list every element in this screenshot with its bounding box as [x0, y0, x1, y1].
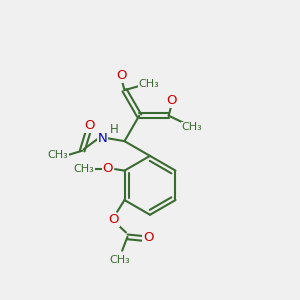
Text: O: O	[143, 231, 153, 244]
Text: H: H	[110, 123, 118, 136]
Text: CH₃: CH₃	[110, 255, 130, 266]
Text: O: O	[167, 94, 177, 107]
Text: CH₃: CH₃	[139, 79, 159, 89]
Text: O: O	[116, 69, 127, 82]
Text: CH₃: CH₃	[181, 122, 202, 132]
Text: CH₃: CH₃	[74, 164, 94, 174]
Text: N: N	[98, 132, 107, 145]
Text: CH₃: CH₃	[48, 150, 68, 160]
Text: O: O	[102, 162, 113, 175]
Text: O: O	[84, 119, 95, 132]
Text: O: O	[108, 213, 119, 226]
